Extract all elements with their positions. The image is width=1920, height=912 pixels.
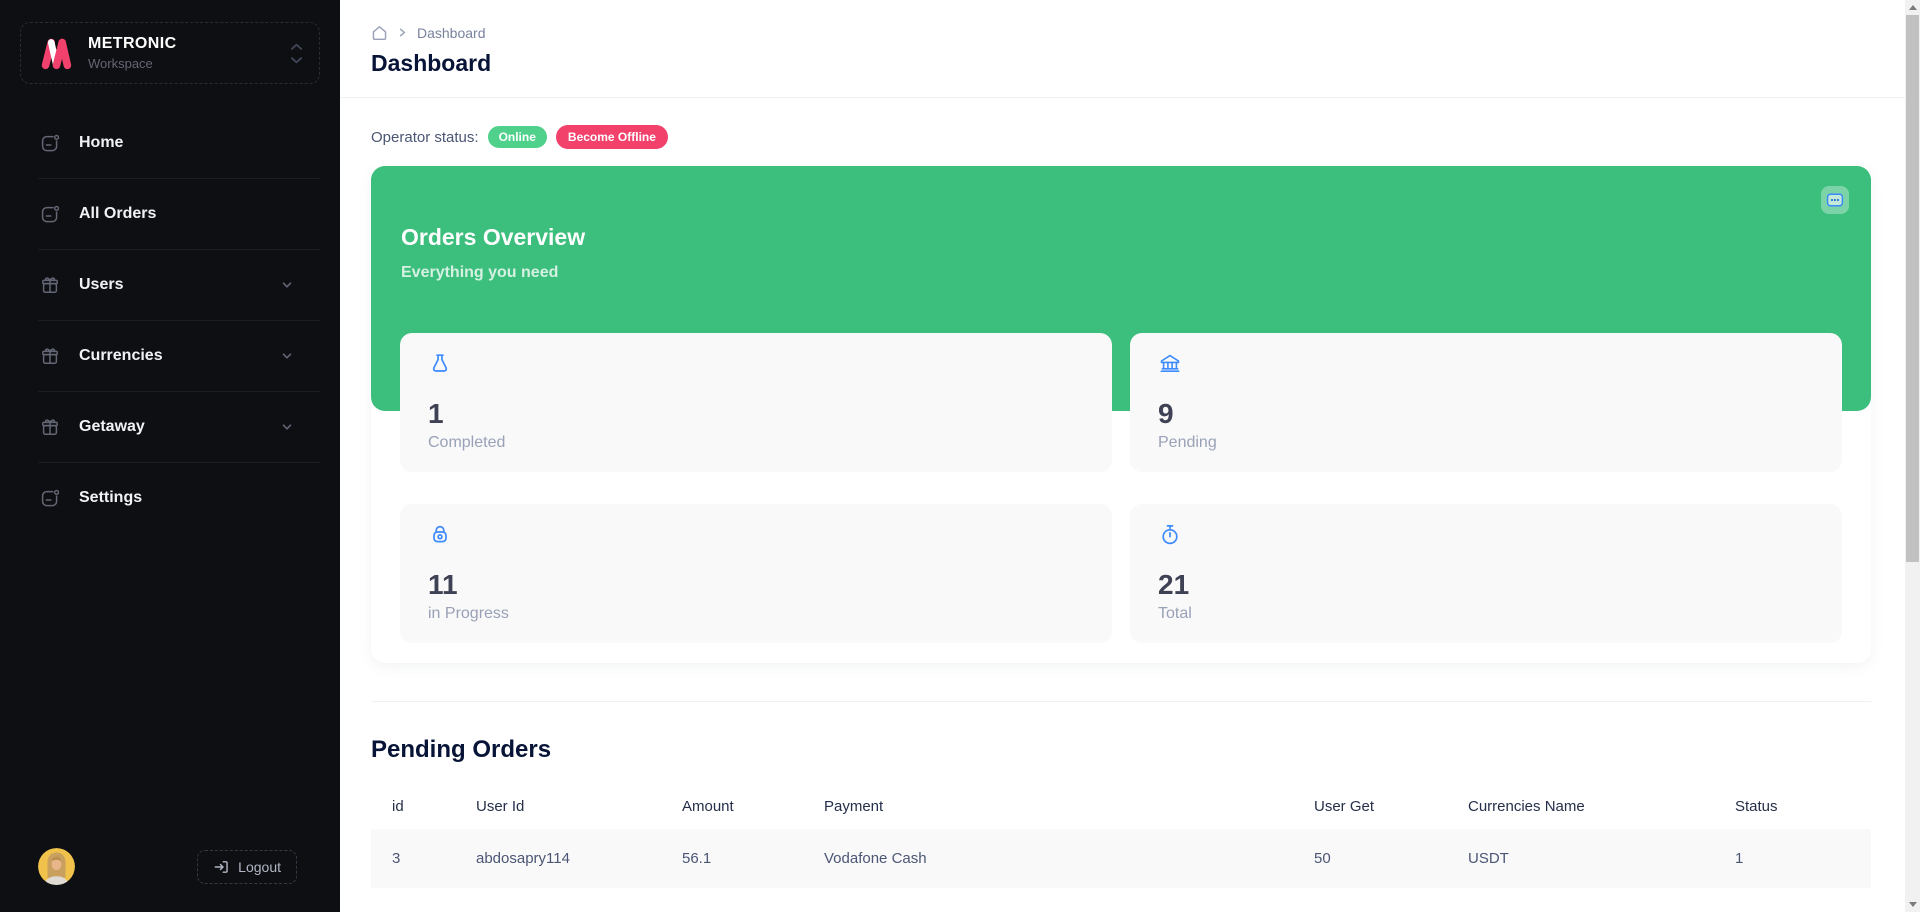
workspace-selector[interactable]: METRONIC Workspace xyxy=(20,22,320,84)
sidebar-item-currencies[interactable]: Currencies xyxy=(0,321,340,391)
sidebar-item-label: Home xyxy=(79,134,124,151)
note-icon xyxy=(40,488,60,508)
orders-overview-title: Orders Overview xyxy=(401,224,586,250)
main-area: Dashboard Dashboard Operator status: Onl… xyxy=(340,0,1905,912)
menu-separator xyxy=(38,462,320,463)
orders-overview-card: Orders Overview Everything you need xyxy=(371,166,1871,663)
timer-icon xyxy=(1158,522,1814,548)
flask-icon xyxy=(428,351,1084,377)
cell-payment: Vodafone Cash xyxy=(824,849,927,867)
operator-status-label: Operator status: xyxy=(371,128,479,146)
chevron-down-icon xyxy=(280,420,294,434)
sidebar-item-users[interactable]: Users xyxy=(0,250,340,320)
sidebar-item-settings[interactable]: Settings xyxy=(0,463,340,533)
column-header-user-id: User Id xyxy=(476,797,525,815)
breadcrumb: Dashboard xyxy=(371,24,1871,41)
pending-orders-title: Pending Orders xyxy=(371,736,552,763)
note-icon xyxy=(40,133,60,153)
logout-label: Logout xyxy=(238,858,281,875)
column-header-payment: Payment xyxy=(824,797,884,815)
sidebar-item-label: Users xyxy=(79,276,124,293)
menu-separator xyxy=(38,320,320,321)
user-avatar[interactable] xyxy=(38,848,75,885)
card-more-icon[interactable] xyxy=(1821,186,1849,214)
metronic-logo-icon xyxy=(37,34,75,72)
stat-value: 21 xyxy=(1158,569,1190,600)
gift-icon xyxy=(40,346,60,366)
column-header-amount: Amount xyxy=(682,797,734,815)
logout-icon xyxy=(213,859,229,875)
orders-overview-subtitle: Everything you need xyxy=(401,264,559,281)
menu-separator xyxy=(38,249,320,250)
column-header-status: Status xyxy=(1735,797,1778,815)
stat-label: Total xyxy=(1158,604,1192,622)
sidebar-item-home[interactable]: Home xyxy=(0,108,340,178)
sidebar-item-label: Currencies xyxy=(79,347,163,364)
stat-card-pending: 9 Pending xyxy=(1130,333,1842,472)
online-status-badge: Online xyxy=(487,126,547,148)
column-header-id: id xyxy=(392,797,404,815)
scrollbar-up-arrow-icon[interactable] xyxy=(1905,0,1920,15)
pending-orders-table: id User Id Amount Payment User Get Curre… xyxy=(371,784,1871,888)
page-header: Dashboard Dashboard xyxy=(340,0,1905,98)
sidebar-item-all-orders[interactable]: All Orders xyxy=(0,179,340,249)
sidebar-item-label: Settings xyxy=(79,489,143,506)
stat-value: 1 xyxy=(428,398,444,429)
sidebar-menu: Home All Orders xyxy=(0,108,340,533)
scrollbar-down-arrow-icon[interactable] xyxy=(1905,897,1920,912)
menu-separator xyxy=(38,391,320,392)
stat-card-in-progress: 11 in Progress xyxy=(400,504,1112,643)
cell-user-id: abdosapry114 xyxy=(476,849,570,867)
stat-label: Pending xyxy=(1158,433,1217,451)
vertical-scrollbar[interactable] xyxy=(1905,0,1920,912)
stat-card-completed: 1 Completed xyxy=(400,333,1112,472)
operator-status-row: Operator status: Online Become Offline xyxy=(371,125,1871,149)
chevron-down-icon xyxy=(280,278,294,292)
stat-card-total: 21 Total xyxy=(1130,504,1842,643)
become-offline-button[interactable]: Become Offline xyxy=(555,125,668,149)
table-header-row: id User Id Amount Payment User Get Curre… xyxy=(371,784,1871,829)
scrollbar-thumb[interactable] xyxy=(1906,15,1919,562)
stat-value: 9 xyxy=(1158,398,1174,429)
sidebar-item-getaway[interactable]: Getaway xyxy=(0,392,340,462)
breadcrumb-current: Dashboard xyxy=(417,24,486,41)
chevron-right-icon xyxy=(397,27,408,38)
security-lock-icon xyxy=(428,522,1084,548)
menu-separator xyxy=(38,178,320,179)
stat-label: in Progress xyxy=(428,604,509,622)
logout-button[interactable]: Logout xyxy=(197,849,297,884)
sidebar: METRONIC Workspace Home xyxy=(0,0,340,912)
sidebar-item-label: Getaway xyxy=(79,418,145,435)
chevron-down-icon xyxy=(280,349,294,363)
stat-label: Completed xyxy=(428,433,506,451)
sidebar-item-label: All Orders xyxy=(79,205,157,222)
cell-user-get: 50 xyxy=(1314,849,1331,867)
table-row[interactable]: 3 abdosapry114 56.1 Vodafone Cash 50 USD… xyxy=(371,828,1871,888)
cell-currencies-name: USDT xyxy=(1468,849,1509,867)
page-content: Operator status: Online Become Offline O… xyxy=(340,98,1905,888)
cell-amount: 56.1 xyxy=(682,849,712,867)
sidebar-footer: Logout xyxy=(0,848,340,912)
gift-icon xyxy=(40,417,60,437)
cell-id: 3 xyxy=(392,849,401,867)
note-icon xyxy=(40,204,60,224)
stat-value: 11 xyxy=(428,569,458,600)
cell-status: 1 xyxy=(1735,849,1744,867)
overview-stats-grid: 1 Completed 9 Pending xyxy=(371,333,1871,663)
gift-icon xyxy=(40,275,60,295)
bank-icon xyxy=(1158,351,1814,377)
section-divider xyxy=(371,701,1871,702)
workspace-label: Workspace xyxy=(88,56,153,71)
page-title: Dashboard xyxy=(371,50,492,76)
home-icon[interactable] xyxy=(371,24,388,41)
column-header-user-get: User Get xyxy=(1314,797,1375,815)
column-header-currencies-name: Currencies Name xyxy=(1468,797,1585,815)
brand-name: METRONIC xyxy=(88,35,177,52)
workspace-toggle-chevrons-icon xyxy=(290,43,303,64)
